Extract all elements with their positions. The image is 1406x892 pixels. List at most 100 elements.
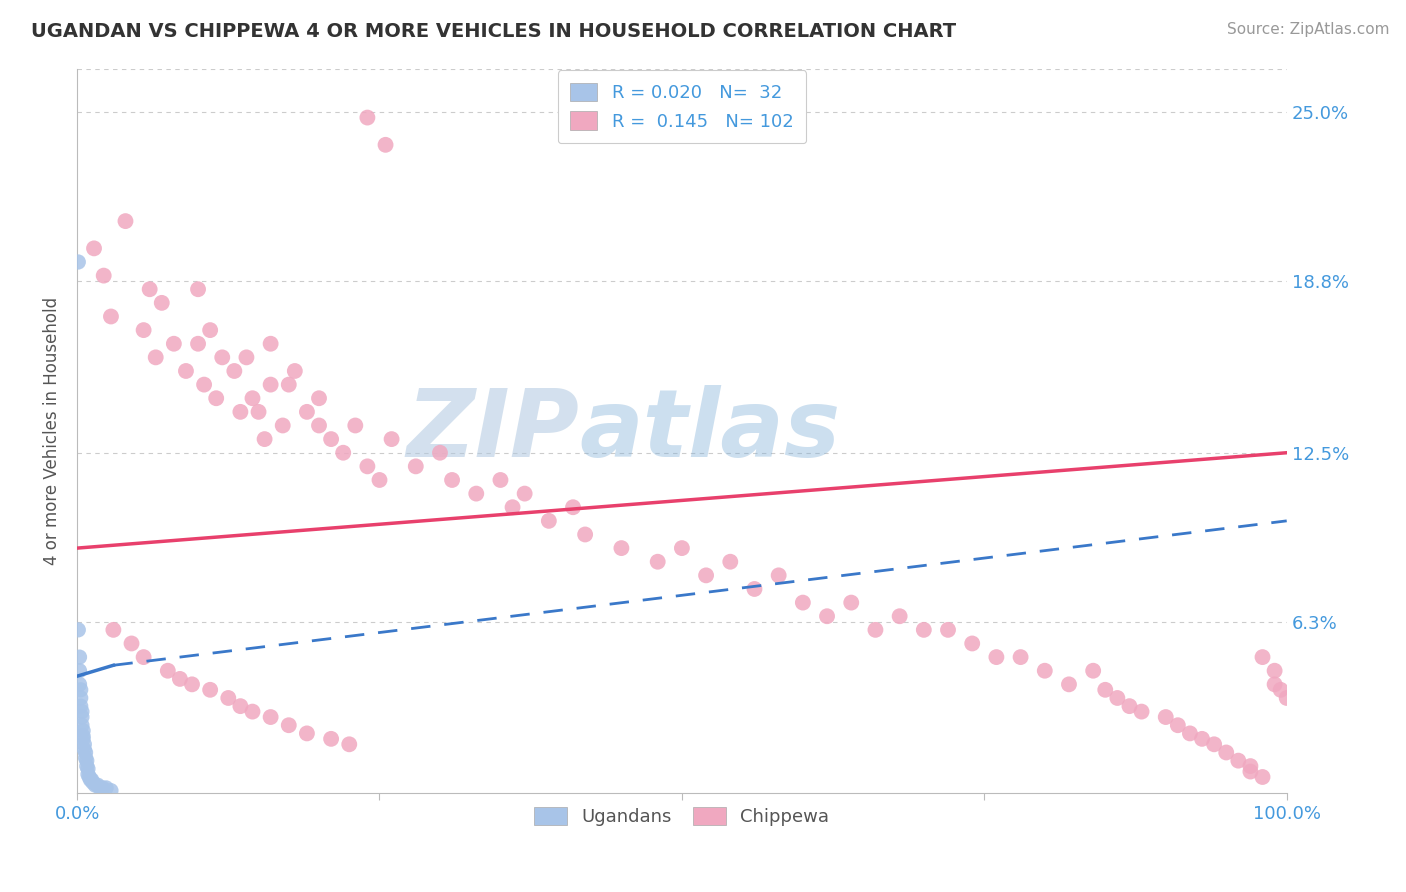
Point xyxy=(1167,718,1189,732)
Point xyxy=(72,723,94,738)
Point xyxy=(284,364,307,378)
Point xyxy=(562,500,585,515)
Point xyxy=(295,405,318,419)
Text: Source: ZipAtlas.com: Source: ZipAtlas.com xyxy=(1226,22,1389,37)
Point xyxy=(76,754,98,768)
Point xyxy=(986,650,1008,665)
Point xyxy=(69,664,91,678)
Point xyxy=(75,746,97,760)
Point xyxy=(308,391,330,405)
Point xyxy=(337,737,360,751)
Point xyxy=(253,432,276,446)
Point xyxy=(224,364,246,378)
Point xyxy=(768,568,790,582)
Point xyxy=(865,623,887,637)
Point xyxy=(1178,726,1201,740)
Point xyxy=(1239,764,1261,779)
Point xyxy=(72,729,94,743)
Point xyxy=(72,731,94,746)
Point xyxy=(718,555,741,569)
Point xyxy=(792,596,814,610)
Point xyxy=(1094,682,1116,697)
Point xyxy=(211,351,233,365)
Point xyxy=(489,473,512,487)
Point xyxy=(80,772,103,787)
Point xyxy=(229,405,252,419)
Point xyxy=(1204,737,1226,751)
Point xyxy=(1264,677,1286,691)
Point xyxy=(502,500,524,515)
Point xyxy=(1010,650,1032,665)
Point xyxy=(1118,699,1140,714)
Point xyxy=(89,780,111,795)
Point xyxy=(647,555,669,569)
Point xyxy=(163,336,186,351)
Point xyxy=(405,459,427,474)
Point xyxy=(308,418,330,433)
Point xyxy=(82,775,104,789)
Point xyxy=(70,710,93,724)
Point xyxy=(91,780,114,795)
Point xyxy=(198,323,221,337)
Point xyxy=(169,672,191,686)
Point xyxy=(138,282,160,296)
Point xyxy=(132,323,155,337)
Point xyxy=(174,364,197,378)
Point xyxy=(145,351,167,365)
Text: atlas: atlas xyxy=(579,385,841,477)
Point xyxy=(235,351,257,365)
Point xyxy=(83,241,105,255)
Point xyxy=(259,377,281,392)
Point xyxy=(465,486,488,500)
Point xyxy=(77,770,100,784)
Point xyxy=(574,527,596,541)
Point xyxy=(744,582,766,596)
Point xyxy=(100,783,122,797)
Point xyxy=(100,310,122,324)
Point xyxy=(150,296,173,310)
Point xyxy=(1033,664,1056,678)
Point xyxy=(319,432,342,446)
Point xyxy=(1083,664,1105,678)
Point xyxy=(1251,770,1274,784)
Point xyxy=(381,432,404,446)
Point xyxy=(69,690,91,705)
Point xyxy=(374,137,396,152)
Point xyxy=(84,778,107,792)
Point xyxy=(77,762,100,776)
Point xyxy=(247,405,270,419)
Point xyxy=(181,677,204,691)
Point xyxy=(70,718,93,732)
Point xyxy=(242,391,264,405)
Point xyxy=(1130,705,1153,719)
Point xyxy=(1057,677,1080,691)
Point xyxy=(229,699,252,714)
Point xyxy=(1191,731,1213,746)
Point xyxy=(319,731,342,746)
Point xyxy=(960,636,983,650)
Point xyxy=(193,377,215,392)
Point xyxy=(537,514,560,528)
Point xyxy=(1107,690,1129,705)
Point xyxy=(1264,664,1286,678)
Point xyxy=(610,541,633,555)
Point xyxy=(187,336,209,351)
Point xyxy=(332,446,354,460)
Point xyxy=(198,682,221,697)
Point xyxy=(93,268,115,283)
Point xyxy=(75,751,97,765)
Point xyxy=(77,767,100,781)
Point xyxy=(69,699,91,714)
Point xyxy=(277,718,299,732)
Point xyxy=(513,486,536,500)
Point xyxy=(441,473,464,487)
Text: UGANDAN VS CHIPPEWA 4 OR MORE VEHICLES IN HOUSEHOLD CORRELATION CHART: UGANDAN VS CHIPPEWA 4 OR MORE VEHICLES I… xyxy=(31,22,956,41)
Point xyxy=(259,336,281,351)
Point xyxy=(277,377,299,392)
Point xyxy=(671,541,693,555)
Point xyxy=(69,682,91,697)
Point xyxy=(73,743,96,757)
Point xyxy=(205,391,228,405)
Point xyxy=(356,111,378,125)
Point xyxy=(259,710,281,724)
